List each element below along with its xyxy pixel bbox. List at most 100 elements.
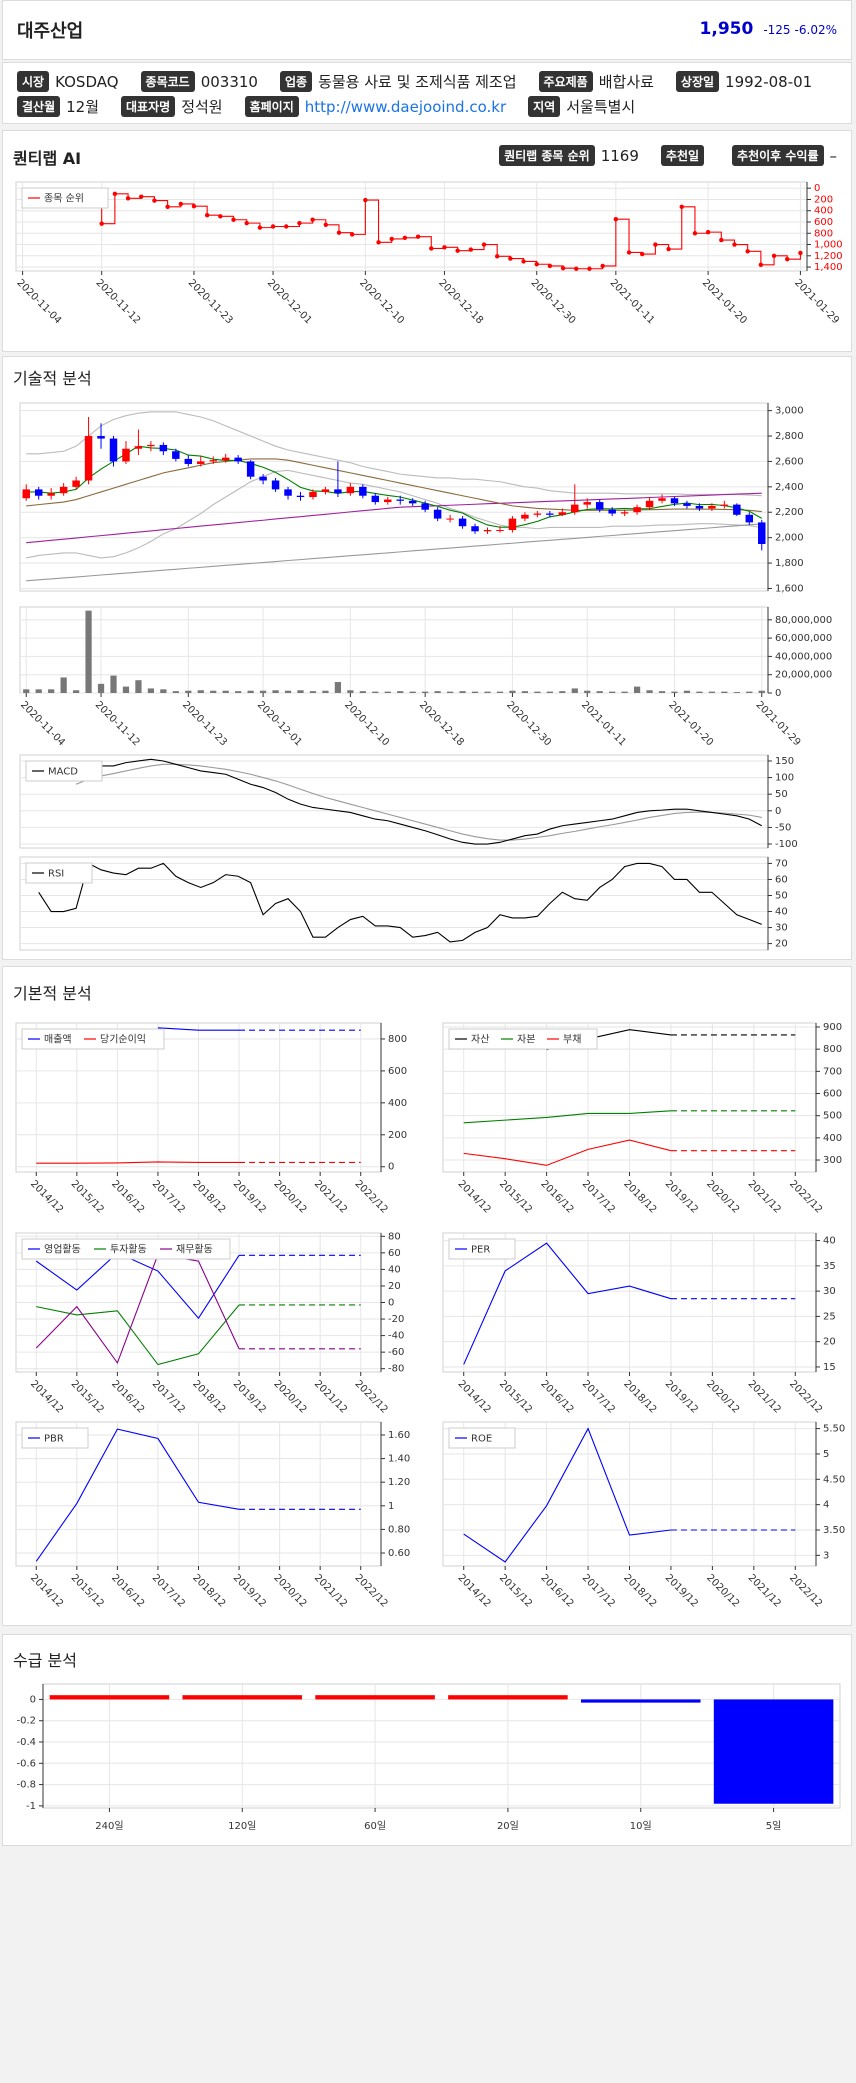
y-tick-label: 25 bbox=[823, 1311, 836, 1322]
candle-body bbox=[197, 461, 205, 464]
y-tick-label: 100 bbox=[775, 773, 794, 784]
plot-frame bbox=[15, 181, 808, 272]
y-tick-label: 500 bbox=[823, 1111, 842, 1122]
candle-body bbox=[134, 446, 143, 449]
section-title: 수급 분석 bbox=[13, 1651, 77, 1670]
legend-box bbox=[448, 1238, 516, 1260]
bar bbox=[60, 677, 67, 693]
chart: 20 30 40 50 60 70 RSI bbox=[19, 856, 788, 951]
candle-body bbox=[359, 486, 367, 496]
candle-body bbox=[296, 495, 305, 497]
candle-body bbox=[59, 486, 68, 494]
point bbox=[284, 224, 289, 229]
x-tick-label: 240일 bbox=[95, 1820, 123, 1832]
chart: 0.60 0.80 1 1.20 1.40 1.60 2014/12 2015/12 2016/… bbox=[15, 1421, 410, 1610]
bar bbox=[459, 691, 466, 693]
y-tick-label: 300 bbox=[823, 1155, 842, 1166]
y-tick-label: 0 bbox=[775, 688, 781, 699]
y-tick-label: 2,200 bbox=[775, 507, 804, 518]
point bbox=[653, 242, 658, 247]
y-tick-label: 3 bbox=[823, 1550, 829, 1561]
legend-box bbox=[21, 1427, 89, 1449]
point bbox=[455, 248, 460, 253]
y-tick-label: 0.60 bbox=[388, 1548, 410, 1559]
x-tick-label: 2021-01-11 bbox=[579, 699, 628, 748]
bar bbox=[584, 690, 591, 693]
point bbox=[521, 259, 526, 264]
x-tick-label: 2019/12 bbox=[663, 1572, 700, 1609]
x-tick-label: 2020-12-30 bbox=[504, 699, 553, 748]
legend-label: 영업활동 bbox=[44, 1243, 81, 1256]
homepage-link[interactable]: http://www.daejooind.co.kr bbox=[304, 97, 507, 116]
legend-box bbox=[21, 187, 109, 209]
point bbox=[758, 262, 764, 268]
x-tick-label: 2021/12 bbox=[312, 1378, 349, 1415]
bar bbox=[646, 690, 653, 693]
candle-body bbox=[695, 505, 704, 509]
y-tick-label: 60,000,000 bbox=[775, 633, 832, 644]
series-line bbox=[157, 1027, 240, 1031]
x-tick-label: 2019/12 bbox=[663, 1378, 700, 1415]
y-tick-label: 600 bbox=[814, 217, 833, 228]
legend-box bbox=[448, 1028, 598, 1050]
y-tick-label: -60 bbox=[388, 1347, 404, 1358]
bar bbox=[247, 690, 254, 693]
candle-body bbox=[496, 530, 504, 532]
bar bbox=[621, 691, 628, 693]
ai-label: 추천이후 수익률 bbox=[732, 145, 824, 166]
candle-body bbox=[670, 498, 679, 504]
y-tick-label: -100 bbox=[775, 839, 798, 850]
info-label: 대표자명 bbox=[121, 96, 176, 117]
y-tick-label: 50 bbox=[775, 890, 788, 901]
candle-body bbox=[433, 509, 442, 519]
bar bbox=[372, 691, 379, 693]
point bbox=[600, 263, 605, 269]
info-label: 상장일 bbox=[675, 71, 720, 92]
x-tick-label: 2021/12 bbox=[746, 1572, 783, 1609]
x-tick-label: 2020-11-04 bbox=[14, 277, 63, 326]
x-tick-label: 2015/12 bbox=[69, 1572, 106, 1609]
x-tick-label: 2020-11-12 bbox=[93, 277, 142, 326]
info-label: 시장 bbox=[17, 71, 50, 92]
y-tick-label: 40 bbox=[388, 1264, 401, 1275]
series-line bbox=[75, 758, 763, 845]
y-tick-label: 40,000,000 bbox=[775, 651, 832, 662]
x-tick-label: 2020-11-04 bbox=[18, 699, 67, 748]
bar bbox=[521, 691, 529, 693]
candle-body bbox=[34, 489, 43, 496]
point bbox=[402, 235, 408, 240]
price: 1,950 bbox=[699, 19, 754, 39]
y-tick-label: -50 bbox=[775, 822, 791, 833]
y-tick-label: 35 bbox=[823, 1261, 836, 1272]
chart: 0 -0.2 -0.4 -0.6 -0.8 -1 240일 120일 60일 20일 10일 5일 bbox=[16, 1683, 841, 1832]
point bbox=[191, 204, 197, 209]
bar bbox=[708, 691, 716, 693]
info-value: 003310 bbox=[200, 72, 258, 91]
bar bbox=[172, 691, 179, 693]
bar bbox=[633, 686, 641, 693]
point bbox=[626, 250, 632, 255]
legend-box bbox=[25, 760, 103, 782]
bar bbox=[110, 675, 117, 693]
info-value: KOSDAQ bbox=[55, 72, 119, 91]
bar bbox=[733, 692, 740, 693]
x-tick-label: 2019/12 bbox=[231, 1178, 268, 1215]
point bbox=[719, 237, 724, 243]
chart: -80 -60 -40 -20 0 20 40 60 80 2014/12 2015/12 2016/… bbox=[15, 1231, 404, 1416]
chart: 3 3.50 4 4.50 5 5.50 2014/12 2015/12 2016/12 2017… bbox=[442, 1421, 845, 1610]
candle-body bbox=[745, 514, 754, 523]
change-pct: -6.02% bbox=[794, 23, 837, 37]
bar bbox=[135, 680, 142, 693]
bar bbox=[721, 691, 728, 693]
candle-body bbox=[234, 457, 242, 462]
point bbox=[218, 214, 223, 219]
legend-label: ROE bbox=[471, 1434, 492, 1445]
point bbox=[165, 204, 170, 209]
y-tick-label: 0 bbox=[814, 183, 820, 194]
y-tick-label: 400 bbox=[388, 1098, 407, 1109]
bar bbox=[185, 690, 192, 693]
x-tick-label: 2017/12 bbox=[580, 1178, 617, 1215]
candle-body bbox=[284, 489, 292, 496]
bar bbox=[509, 690, 516, 693]
